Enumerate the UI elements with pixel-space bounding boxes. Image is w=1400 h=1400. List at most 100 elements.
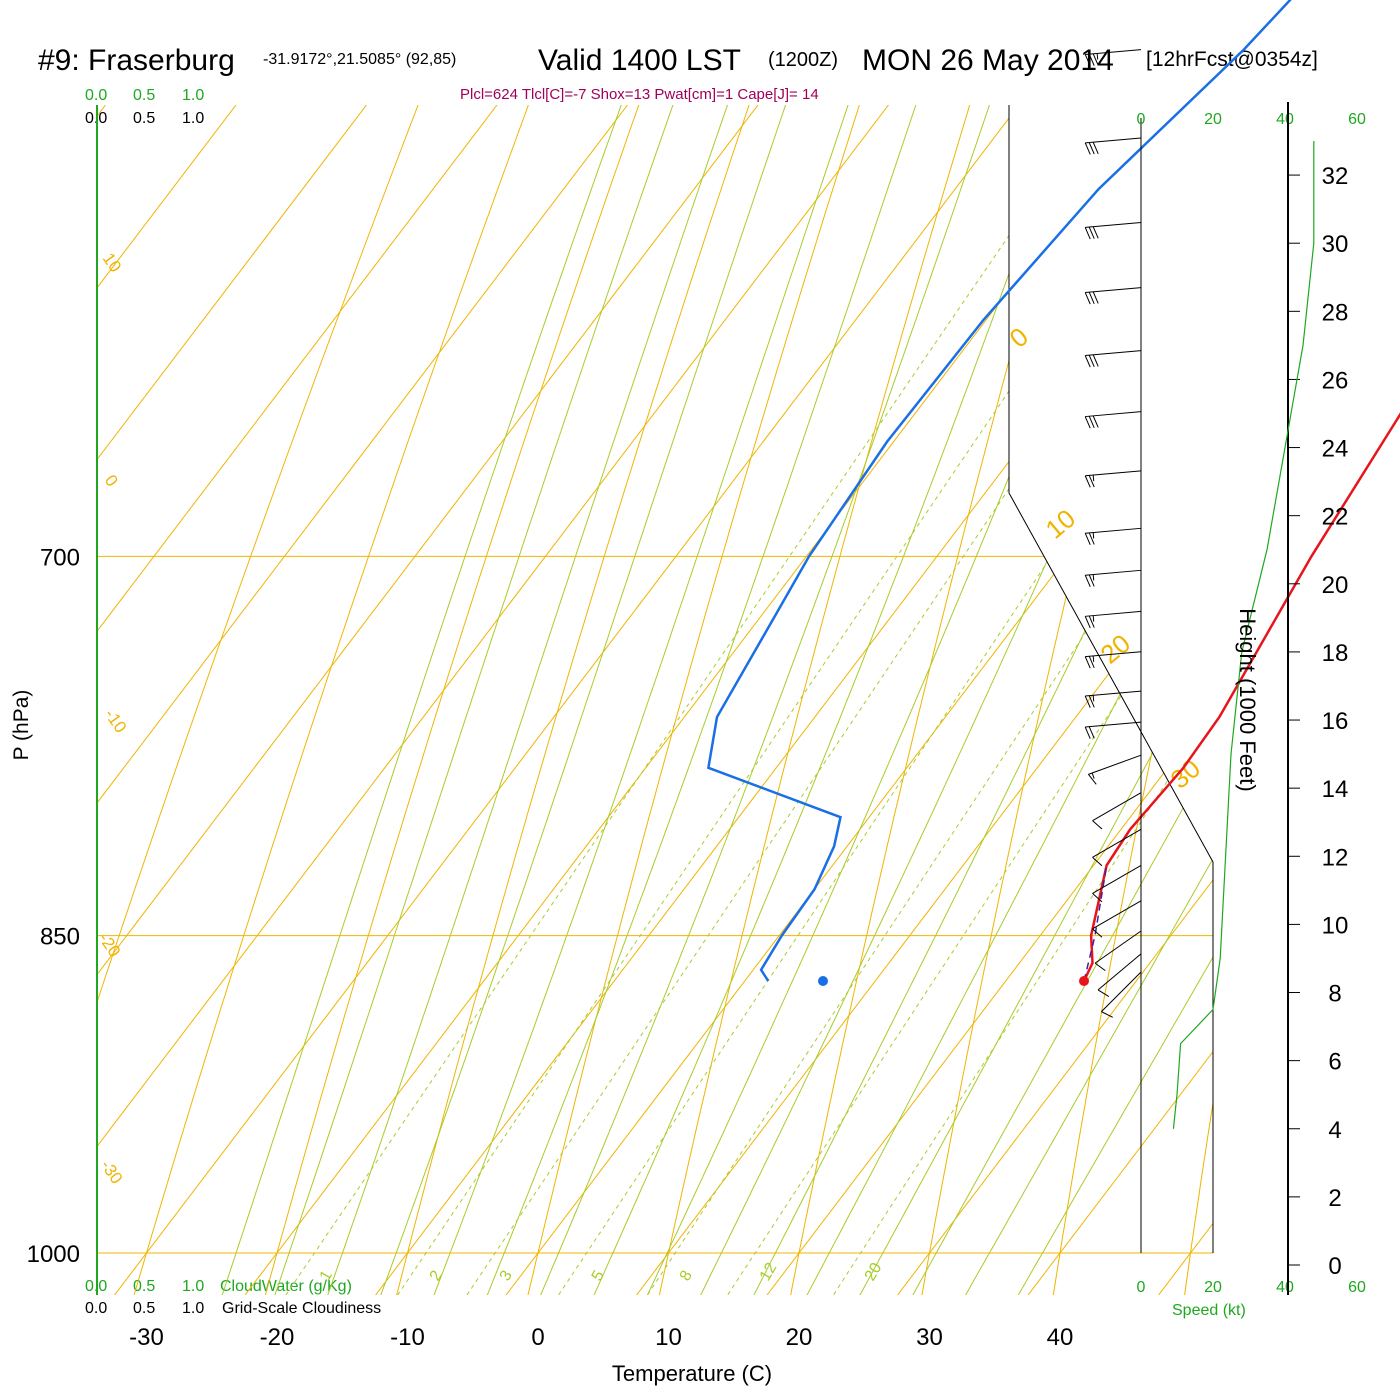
moist-adiabat-line [726,105,1213,1295]
height-tick-label: 2 [1328,1185,1341,1212]
barb-shaft [1085,137,1142,144]
barb-flag [1092,856,1103,867]
barb-half-flag [1096,53,1099,60]
mixing-ratio-line [361,105,1213,1295]
cloudwater-bottom-tick: 1.0 [182,1278,204,1295]
cloudiness-top-tick: 0.5 [133,110,155,127]
wind-barb [1084,721,1142,739]
barb-flag [1088,574,1095,587]
isotherm-line [1158,105,1213,1295]
isotherm-label: 0 [101,471,122,490]
barb-shaft [1101,971,1142,1012]
barb-flag [1088,532,1095,545]
isotherm-line [766,105,1213,1295]
isotherms [97,105,1213,1295]
dry-adiabat-label: 20 [1095,628,1136,670]
dry-adiabat-line [525,105,864,1295]
surface-temperature-dot [1079,976,1090,987]
isotherm-line [505,105,1213,1295]
barb-half-flag [1092,615,1095,622]
barb-flag [1088,354,1095,367]
mixing-ratio-lines [249,105,1213,1295]
wind-barb [1084,527,1142,545]
surface-dewpoint-dot [818,976,829,987]
dry-adiabat-line [919,105,1194,1295]
temperature-profile [1082,412,1400,982]
isotherm-label: -10 [101,705,131,736]
dry-adiabat-line [788,105,1084,1295]
wind-barb [1092,792,1142,830]
barb-shaft [1092,792,1142,822]
indices-text: Plcl=624 Tlcl[C]=-7 Shox=13 Pwat[cm]=1 C… [460,86,819,103]
temperature-tick-label: 20 [786,1324,813,1351]
isotherm-line [244,105,1150,1295]
wind-barb [1092,900,1142,938]
barb-flag [1092,820,1103,830]
barb-shaft [1085,527,1142,534]
cloudiness-bottom-tick: 1.0 [182,1300,204,1317]
barb-flag [1088,142,1095,155]
speed-bottom-tick: 0 [1137,1279,1146,1296]
dry-adiabat-line [1182,105,1213,1295]
barb-flag [1092,893,1103,903]
mixing-ratio-line [249,105,1213,1295]
barb-flag [1092,226,1099,239]
barb-half-flag [1091,772,1095,779]
speed-top-tick: 40 [1276,111,1294,128]
height-tick-label: 16 [1322,708,1349,735]
isotherm-line [375,105,1213,1295]
cloudwater-label: CloudWater (g/Kg) [220,1278,352,1295]
barb-shaft [1085,470,1142,477]
cloudiness-bottom-tick: 0.5 [133,1300,155,1317]
moist-adiabat-line [256,105,1213,1295]
height-tick-label: 32 [1322,163,1349,190]
barb-flag [1084,227,1091,240]
dry-adiabat-line [656,105,974,1295]
coords-text: -31.9172°,21.5085° (92,85) [263,51,456,68]
barb-flag [1084,54,1091,67]
speed-bottom-tick: 60 [1348,1279,1366,1296]
dry-adiabat-label: 10 [1040,503,1081,545]
speed-top-tick: 20 [1204,111,1222,128]
y-axis-label: P (hPa) [10,690,33,761]
barb-flag [1087,774,1097,785]
barb-flag [1084,532,1091,545]
dry-adiabats [97,105,1213,1295]
temperature-tick-label: 30 [916,1324,943,1351]
mixing-ratio-line [522,105,1213,1295]
height-tick-label: 20 [1322,572,1349,599]
speed-axis-label: Speed (kt) [1172,1302,1246,1319]
mixing-ratio-line [692,105,1213,1295]
mixing-ratio-label: 8 [677,1268,696,1284]
barb-half-flag [1092,574,1095,581]
barb-half-flag [1092,695,1095,702]
date-text: MON 26 May 2014 [862,44,1114,77]
height-tick-label: 0 [1328,1253,1341,1280]
barb-shaft [1088,754,1142,775]
moist-adiabats [204,105,1213,1295]
barb-shaft [1097,953,1142,991]
valid-text: Valid 1400 LST [538,44,741,77]
dry-adiabat-line [97,105,423,1295]
isotherm-line [1027,105,1213,1295]
wind-barb [1092,828,1142,867]
moist-adiabat-line [778,105,1213,1295]
wind-speed-profile [1172,141,1315,1129]
zulu-text: (1200Z) [768,49,838,71]
barb-shaft [1085,350,1142,357]
speed-top-tick: 0 [1137,111,1146,128]
pressure-tick-label: 850 [40,924,80,951]
wind-barb [1097,953,1142,997]
dry-adiabat-line [262,105,643,1295]
barb-shaft [1092,900,1142,930]
moist-adiabat-line [465,105,1213,1295]
barb-flag [1088,615,1095,628]
x-axis-label: Temperature (C) [612,1361,772,1386]
height-tick-label: 10 [1322,912,1349,939]
barb-flag [1084,616,1091,629]
temperature-tick-label: -30 [129,1324,164,1351]
moist-adiabat-line [673,105,1213,1295]
